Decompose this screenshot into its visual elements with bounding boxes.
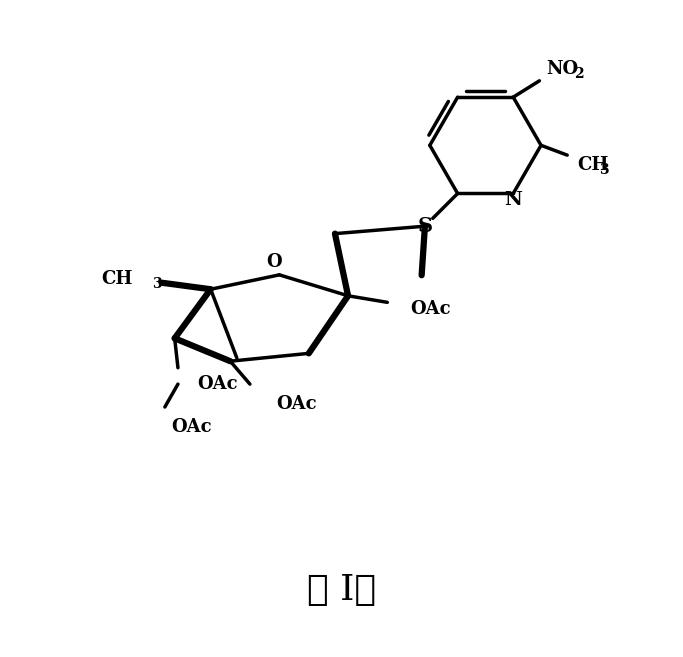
Text: OAc: OAc [171,418,212,436]
Text: N: N [504,191,522,209]
Text: 2: 2 [574,67,584,81]
Text: 3: 3 [598,162,609,177]
Text: OAc: OAc [410,300,451,318]
Text: O: O [266,253,282,271]
Text: S: S [417,216,432,236]
Text: CH: CH [101,271,132,288]
Text: 式 I。: 式 I。 [307,573,376,607]
Text: NO: NO [546,60,578,78]
Text: 3: 3 [152,277,162,291]
Text: CH: CH [577,156,609,174]
Text: OAc: OAc [276,395,317,413]
Text: OAc: OAc [197,375,238,393]
